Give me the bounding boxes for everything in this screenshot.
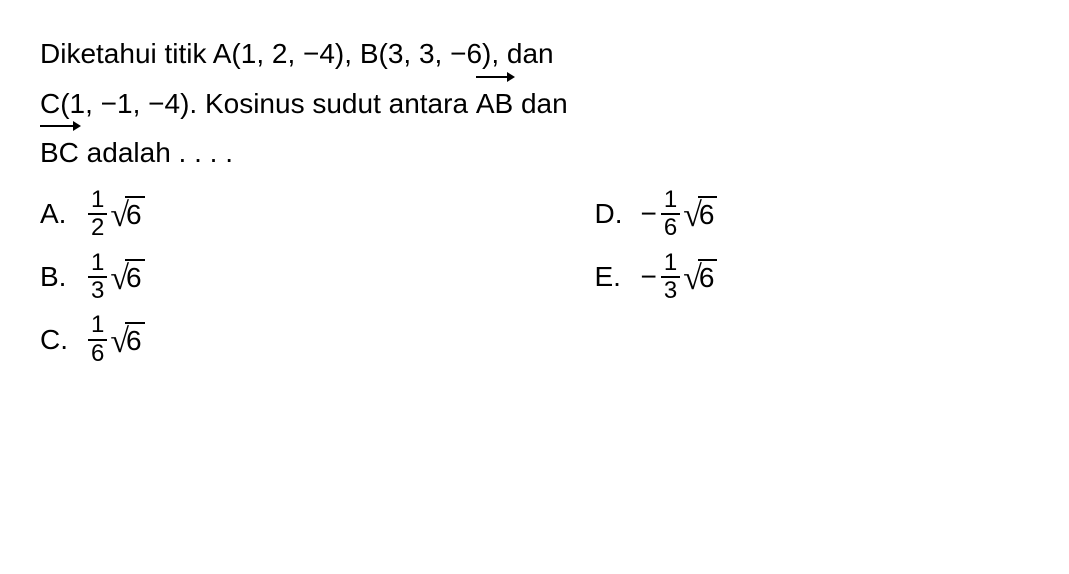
option-a: A. 1 2 √ 6 <box>40 187 475 242</box>
option-c-frac: 1 6 <box>88 312 107 367</box>
option-b-den: 3 <box>88 278 107 304</box>
option-e-sqrt: √ 6 <box>683 259 717 295</box>
sep-2: , dan <box>491 38 553 69</box>
option-c-label: C. <box>40 316 68 364</box>
vector-bc-label: BC <box>40 137 79 168</box>
vector-bc: BC <box>40 127 79 177</box>
option-b-num: 1 <box>88 250 107 278</box>
option-c-den: 6 <box>88 341 107 367</box>
option-b-frac: 1 3 <box>88 250 107 305</box>
option-e-num: 1 <box>661 250 680 278</box>
options-container: A. 1 2 √ 6 D. − 1 6 √ 6 B. <box>40 187 1029 367</box>
option-c: C. 1 6 √ 6 <box>40 312 475 367</box>
option-c-num: 1 <box>88 312 107 340</box>
option-a-label: A. <box>40 190 68 238</box>
point-a: A(1, 2, −4) <box>213 38 345 69</box>
option-d-frac: 1 6 <box>661 187 680 242</box>
question-text: Diketahui titik A(1, 2, −4), B(3, 3, −6)… <box>40 30 1029 177</box>
option-d-den: 6 <box>661 215 680 241</box>
sep-3: dan <box>513 88 568 119</box>
option-empty <box>595 312 1030 367</box>
option-e: E. − 1 3 √ 6 <box>595 250 1030 305</box>
option-e-radicand: 6 <box>698 259 718 295</box>
option-b-sqrt: √ 6 <box>110 259 144 295</box>
option-a-expr: 1 2 √ 6 <box>86 187 145 242</box>
option-b-radicand: 6 <box>125 259 145 295</box>
option-d-sqrt: √ 6 <box>683 196 717 232</box>
option-b-expr: 1 3 √ 6 <box>86 250 145 305</box>
sep-1: , <box>344 38 360 69</box>
option-a-sqrt: √ 6 <box>110 196 144 232</box>
option-c-radicand: 6 <box>125 322 145 358</box>
option-c-sqrt: √ 6 <box>110 322 144 358</box>
option-a-radicand: 6 <box>125 196 145 232</box>
vector-ab-label: AB <box>476 88 513 119</box>
option-e-den: 3 <box>661 278 680 304</box>
option-a-num: 1 <box>88 187 107 215</box>
option-a-frac: 1 2 <box>88 187 107 242</box>
option-d: D. − 1 6 √ 6 <box>595 187 1030 242</box>
option-e-sign: − <box>641 253 657 301</box>
point-c: C(1, −1, −4) <box>40 88 189 119</box>
option-e-expr: − 1 3 √ 6 <box>641 250 718 305</box>
option-d-label: D. <box>595 190 623 238</box>
q-suffix: adalah . . . . <box>79 137 233 168</box>
option-d-num: 1 <box>661 187 680 215</box>
option-d-sign: − <box>641 190 657 238</box>
option-e-frac: 1 3 <box>661 250 680 305</box>
point-b: B(3, 3, −6) <box>360 38 492 69</box>
q-mid: . Kosinus sudut antara <box>189 88 475 119</box>
vector-ab: AB <box>476 78 513 128</box>
option-c-expr: 1 6 √ 6 <box>86 312 145 367</box>
option-d-expr: − 1 6 √ 6 <box>641 187 718 242</box>
option-a-den: 2 <box>88 215 107 241</box>
option-d-radicand: 6 <box>698 196 718 232</box>
option-b: B. 1 3 √ 6 <box>40 250 475 305</box>
option-b-label: B. <box>40 253 68 301</box>
option-e-label: E. <box>595 253 623 301</box>
q-prefix-1: Diketahui titik <box>40 38 213 69</box>
